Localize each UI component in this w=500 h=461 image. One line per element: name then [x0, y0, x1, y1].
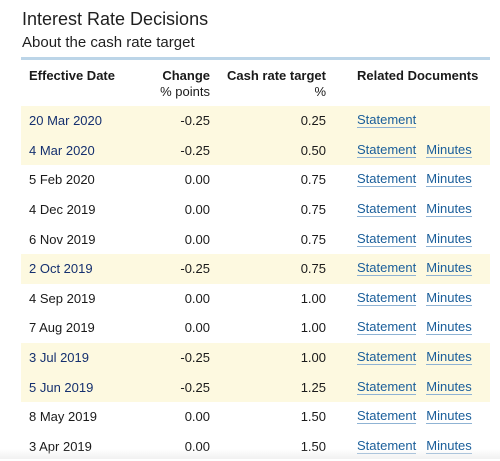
effective-date-cell: 3 Jul 2019 [29, 350, 89, 366]
related-documents-cell: Statement Minutes [326, 378, 472, 395]
header-rate-line2: % [314, 84, 326, 99]
minutes-link[interactable]: Minutes [426, 230, 472, 247]
minutes-link[interactable]: Minutes [426, 349, 472, 366]
statement-link[interactable]: Statement [357, 260, 417, 277]
effective-date-cell: 4 Sep 2019 [29, 290, 96, 306]
page-subtitle: About the cash rate target [22, 34, 195, 51]
table-row: 3 Jul 2019 -0.25 1.00 Statement Minutes [21, 342, 490, 373]
change-cell: -0.25 [180, 379, 210, 395]
cash-rate-cell: 0.75 [300, 202, 326, 218]
table-header-row: Effective Date Change % points Cash rate… [21, 60, 490, 106]
minutes-link[interactable]: Minutes [426, 201, 472, 218]
statement-link[interactable]: Statement [357, 378, 417, 395]
change-cell: 0.00 [184, 320, 210, 336]
cash-rate-cell: 0.50 [300, 142, 326, 158]
related-documents-cell: Statement Minutes [326, 171, 472, 188]
statement-link[interactable]: Statement [357, 408, 417, 425]
bottom-fade [0, 449, 500, 459]
minutes-link[interactable]: Minutes [426, 408, 472, 425]
statement-link[interactable]: Statement [357, 171, 417, 188]
rate-decisions-table: Effective Date Change % points Cash rate… [21, 57, 490, 461]
table-row: 4 Dec 2019 0.00 0.75 Statement Minutes [21, 195, 490, 225]
change-cell: -0.25 [180, 142, 210, 158]
change-cell: 0.00 [184, 202, 210, 218]
related-documents-cell: Statement Minutes [326, 141, 472, 158]
header-change-line1: Change [162, 68, 210, 83]
effective-date-cell: 8 May 2019 [29, 409, 97, 425]
cash-rate-cell: 1.50 [300, 409, 326, 425]
related-documents-cell: Statement Minutes [326, 201, 472, 218]
related-documents-cell: Statement Minutes [326, 289, 472, 306]
statement-link[interactable]: Statement [357, 112, 417, 129]
effective-date-cell: 7 Aug 2019 [29, 320, 95, 336]
change-cell: 0.00 [184, 172, 210, 188]
table-row: 5 Jun 2019 -0.25 1.25 Statement Minutes [21, 372, 490, 402]
table-row: 5 Feb 2020 0.00 0.75 Statement Minutes [21, 165, 490, 195]
related-documents-cell: Statement Minutes [326, 349, 472, 366]
cash-rate-cell: 1.00 [300, 290, 326, 306]
minutes-link[interactable]: Minutes [426, 141, 472, 158]
minutes-link[interactable]: Minutes [426, 378, 472, 395]
effective-date-cell: 4 Mar 2020 [29, 142, 95, 158]
header-effective-date: Effective Date [29, 68, 115, 83]
change-cell: 0.00 [184, 409, 210, 425]
cash-rate-cell: 0.75 [300, 261, 326, 277]
minutes-link[interactable]: Minutes [426, 171, 472, 188]
cash-rate-cell: 1.00 [300, 320, 326, 336]
statement-link[interactable]: Statement [357, 201, 417, 218]
change-cell: 0.00 [184, 290, 210, 306]
change-cell: 0.00 [184, 231, 210, 247]
cash-rate-cell: 1.00 [300, 350, 326, 366]
change-cell: -0.25 [180, 113, 210, 129]
related-documents-cell: Statement Minutes [326, 408, 472, 425]
header-change-line2: % points [160, 84, 210, 99]
minutes-link[interactable]: Minutes [426, 260, 472, 277]
statement-link[interactable]: Statement [357, 230, 417, 247]
page-title: Interest Rate Decisions [22, 9, 209, 29]
change-cell: -0.25 [180, 261, 210, 277]
table-row: 2 Oct 2019 -0.25 0.75 Statement Minutes [21, 253, 490, 284]
cash-rate-cell: 0.75 [300, 172, 326, 188]
change-cell: -0.25 [180, 350, 210, 366]
table-row: 8 May 2019 0.00 1.50 Statement Minutes [21, 402, 490, 432]
table-body: 20 Mar 2020 -0.25 0.25 Statement 4 Mar 2020 -… [21, 106, 490, 461]
statement-link[interactable]: Statement [357, 289, 417, 306]
related-documents-cell: Statement Minutes [326, 319, 472, 336]
header-related-docs: Related Documents [357, 68, 479, 83]
table-row: 20 Mar 2020 -0.25 0.25 Statement [21, 106, 490, 136]
cash-rate-cell: 0.25 [300, 113, 326, 129]
effective-date-cell: 2 Oct 2019 [29, 261, 93, 277]
table-row: 4 Sep 2019 0.00 1.00 Statement Minutes [21, 284, 490, 314]
related-documents-cell: Statement Minutes [326, 260, 472, 277]
header-change: Change % points [149, 68, 210, 100]
effective-date-cell: 5 Feb 2020 [29, 172, 95, 188]
effective-date-cell: 4 Dec 2019 [29, 202, 96, 218]
table-row: 6 Nov 2019 0.00 0.75 Statement Minutes [21, 224, 490, 254]
related-documents-cell: Statement [326, 112, 417, 129]
effective-date-cell: 6 Nov 2019 [29, 231, 96, 247]
statement-link[interactable]: Statement [357, 319, 417, 336]
header-cash-rate: Cash rate target % [210, 68, 326, 100]
statement-link[interactable]: Statement [357, 349, 417, 366]
minutes-link[interactable]: Minutes [426, 319, 472, 336]
table-top-rule [21, 57, 490, 60]
related-documents-cell: Statement Minutes [326, 230, 472, 247]
table-row: 4 Mar 2020 -0.25 0.50 Statement Minutes [21, 135, 490, 166]
effective-date-cell: 20 Mar 2020 [29, 113, 102, 129]
cash-rate-cell: 0.75 [300, 231, 326, 247]
table-row: 7 Aug 2019 0.00 1.00 Statement Minutes [21, 313, 490, 343]
effective-date-cell: 5 Jun 2019 [29, 379, 94, 395]
minutes-link[interactable]: Minutes [426, 289, 472, 306]
header-rate-line1: Cash rate target [227, 68, 326, 83]
statement-link[interactable]: Statement [357, 141, 417, 158]
cash-rate-cell: 1.25 [300, 379, 326, 395]
